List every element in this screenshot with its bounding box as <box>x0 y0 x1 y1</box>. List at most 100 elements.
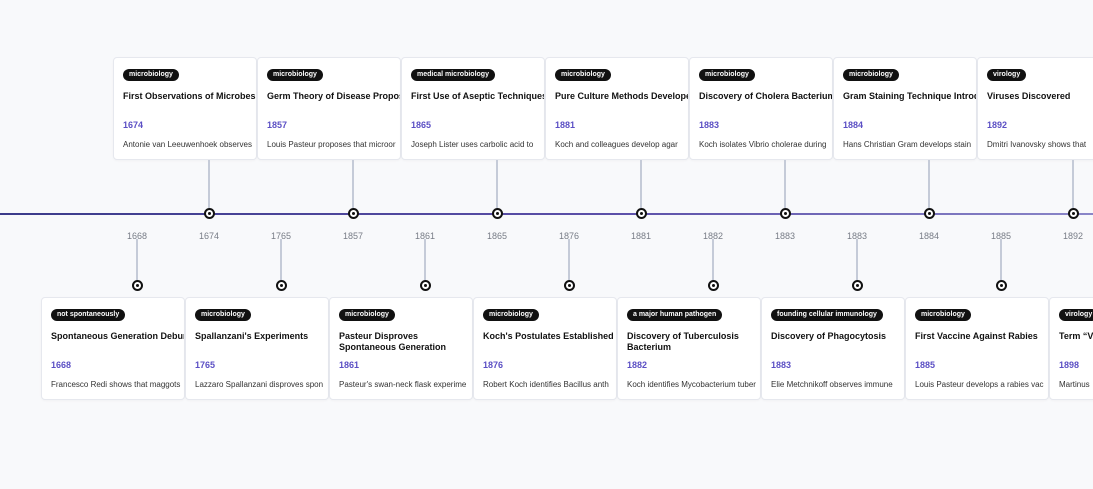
category-badge: microbiology <box>123 69 179 81</box>
event-card[interactable]: microbiology First Vaccine Against Rabies… <box>905 297 1049 400</box>
event-title: Discovery of Tuberculosis Bacterium <box>627 331 739 352</box>
axis-tick-label: 1857 <box>342 231 364 241</box>
event-card[interactable]: microbiology Koch's Postulates Establishe… <box>473 297 617 400</box>
event-year: 1865 <box>411 120 432 130</box>
event-description: Hans Christian Gram develops stain <box>843 140 972 149</box>
event-card[interactable]: microbiology Gram Staining Technique Intr… <box>833 57 977 160</box>
event-card[interactable]: founding cellular immunology Discovery of… <box>761 297 905 400</box>
event-connector <box>928 160 930 208</box>
event-marker[interactable] <box>635 208 647 219</box>
event-title: Pasteur Disproves Spontaneous Generation <box>339 331 447 352</box>
category-badge: microbiology <box>555 69 611 81</box>
category-badge: microbiology <box>483 309 539 321</box>
event-card[interactable]: not spontaneously Spontaneous Generation … <box>41 297 185 400</box>
axis-tick-label: 1882 <box>702 231 724 241</box>
event-description: Antonie van Leeuwenhoek observes <box>123 140 252 149</box>
event-marker[interactable] <box>923 208 935 219</box>
event-year: 1883 <box>699 120 720 130</box>
category-badge: medical microbiology <box>411 69 495 81</box>
event-year: 1861 <box>339 360 360 370</box>
axis-tick-label: 1865 <box>486 231 508 241</box>
axis-tick-label: 1765 <box>270 231 292 241</box>
event-year: 1898 <box>1059 360 1080 370</box>
event-year: 1674 <box>123 120 144 130</box>
event-marker[interactable] <box>131 280 143 291</box>
event-connector <box>496 160 498 208</box>
category-badge: founding cellular immunology <box>771 309 883 321</box>
axis-tick-label: 1883 <box>846 231 868 241</box>
event-marker[interactable] <box>851 280 863 291</box>
event-marker[interactable] <box>995 280 1007 291</box>
event-card[interactable]: microbiology Spallanzani's Experiments 176… <box>185 297 329 400</box>
event-title: First Use of Aseptic Techniques <box>411 91 545 101</box>
event-title: Discovery of Phagocytosis <box>771 331 887 341</box>
category-badge: microbiology <box>915 309 971 321</box>
axis-tick-label: 1861 <box>414 231 436 241</box>
category-badge: microbiology <box>195 309 251 321</box>
category-badge: a major human pathogen <box>627 309 723 321</box>
category-badge: microbiology <box>699 69 755 81</box>
event-description: Louis Pasteur develops a rabies vac <box>915 380 1044 389</box>
event-connector <box>856 239 858 281</box>
event-connector <box>712 239 714 281</box>
event-title: First Vaccine Against Rabies <box>915 331 1038 341</box>
event-connector <box>1000 239 1002 281</box>
category-badge: virology <box>1059 309 1093 321</box>
event-marker[interactable] <box>1067 208 1079 219</box>
event-description: Koch identifies Mycobacterium tuber <box>627 380 756 389</box>
event-card[interactable]: microbiology Pure Culture Methods Develop… <box>545 57 689 160</box>
axis-tick-label: 1884 <box>918 231 940 241</box>
event-marker[interactable] <box>347 208 359 219</box>
event-card[interactable]: microbiology First Observations of Microb… <box>113 57 257 160</box>
event-year: 1882 <box>627 360 648 370</box>
axis-tick-label: 1892 <box>1062 231 1084 241</box>
event-year: 1668 <box>51 360 72 370</box>
event-description: Francesco Redi shows that maggots <box>51 380 181 389</box>
event-card[interactable]: microbiology Pasteur Disproves Spontaneou… <box>329 297 473 400</box>
event-description: Joseph Lister uses carbolic acid to <box>411 140 534 149</box>
event-marker[interactable] <box>779 208 791 219</box>
event-marker[interactable] <box>419 280 431 291</box>
event-connector <box>280 239 282 281</box>
axis-tick-label: 1885 <box>990 231 1012 241</box>
event-marker[interactable] <box>203 208 215 219</box>
event-title: First Observations of Microbes <box>123 91 256 101</box>
event-card[interactable]: microbiology Discovery of Cholera Bacteri… <box>689 57 833 160</box>
event-marker[interactable] <box>707 280 719 291</box>
event-title: Koch's Postulates Established <box>483 331 614 341</box>
event-title: Germ Theory of Disease Proposed <box>267 91 401 101</box>
event-description: Elie Metchnikoff observes immune <box>771 380 893 389</box>
event-description: Robert Koch identifies Bacillus anth <box>483 380 609 389</box>
axis-tick-label: 1883 <box>774 231 796 241</box>
axis-tick-label: 1668 <box>126 231 148 241</box>
event-connector <box>568 239 570 281</box>
event-title: Term “Virus” <box>1059 331 1093 341</box>
category-badge: not spontaneously <box>51 309 126 321</box>
event-title: Spallanzani's Experiments <box>195 331 309 341</box>
event-title: Discovery of Cholera Bacterium <box>699 91 833 101</box>
event-title: Gram Staining Technique Introduced <box>843 91 976 101</box>
event-card[interactable]: a major human pathogen Discovery of Tuber… <box>617 297 761 400</box>
event-year: 1885 <box>915 360 936 370</box>
event-marker[interactable] <box>563 280 575 291</box>
category-badge: microbiology <box>843 69 899 81</box>
event-connector <box>136 239 138 281</box>
event-marker[interactable] <box>491 208 503 219</box>
event-year: 1857 <box>267 120 288 130</box>
event-card[interactable]: microbiology Germ Theory of Disease Propo… <box>257 57 401 160</box>
category-badge: microbiology <box>267 69 323 81</box>
event-year: 1884 <box>843 120 864 130</box>
event-card[interactable]: medical microbiology First Use of Aseptic… <box>401 57 545 160</box>
axis-tick-label: 1881 <box>630 231 652 241</box>
event-description: Koch isolates Vibrio cholerae during <box>699 140 827 149</box>
event-marker[interactable] <box>275 280 287 291</box>
event-description: Louis Pasteur proposes that microor <box>267 140 396 149</box>
timeline-axis <box>0 213 1093 215</box>
event-card[interactable]: virology Term “Virus” 1898 Martinus <box>1049 297 1093 400</box>
event-year: 1892 <box>987 120 1008 130</box>
event-year: 1881 <box>555 120 576 130</box>
event-description: Koch and colleagues develop agar <box>555 140 678 149</box>
event-connector <box>352 160 354 208</box>
event-year: 1883 <box>771 360 792 370</box>
event-card[interactable]: virology Viruses Discovered 1892 Dmitri Iva… <box>977 57 1093 160</box>
